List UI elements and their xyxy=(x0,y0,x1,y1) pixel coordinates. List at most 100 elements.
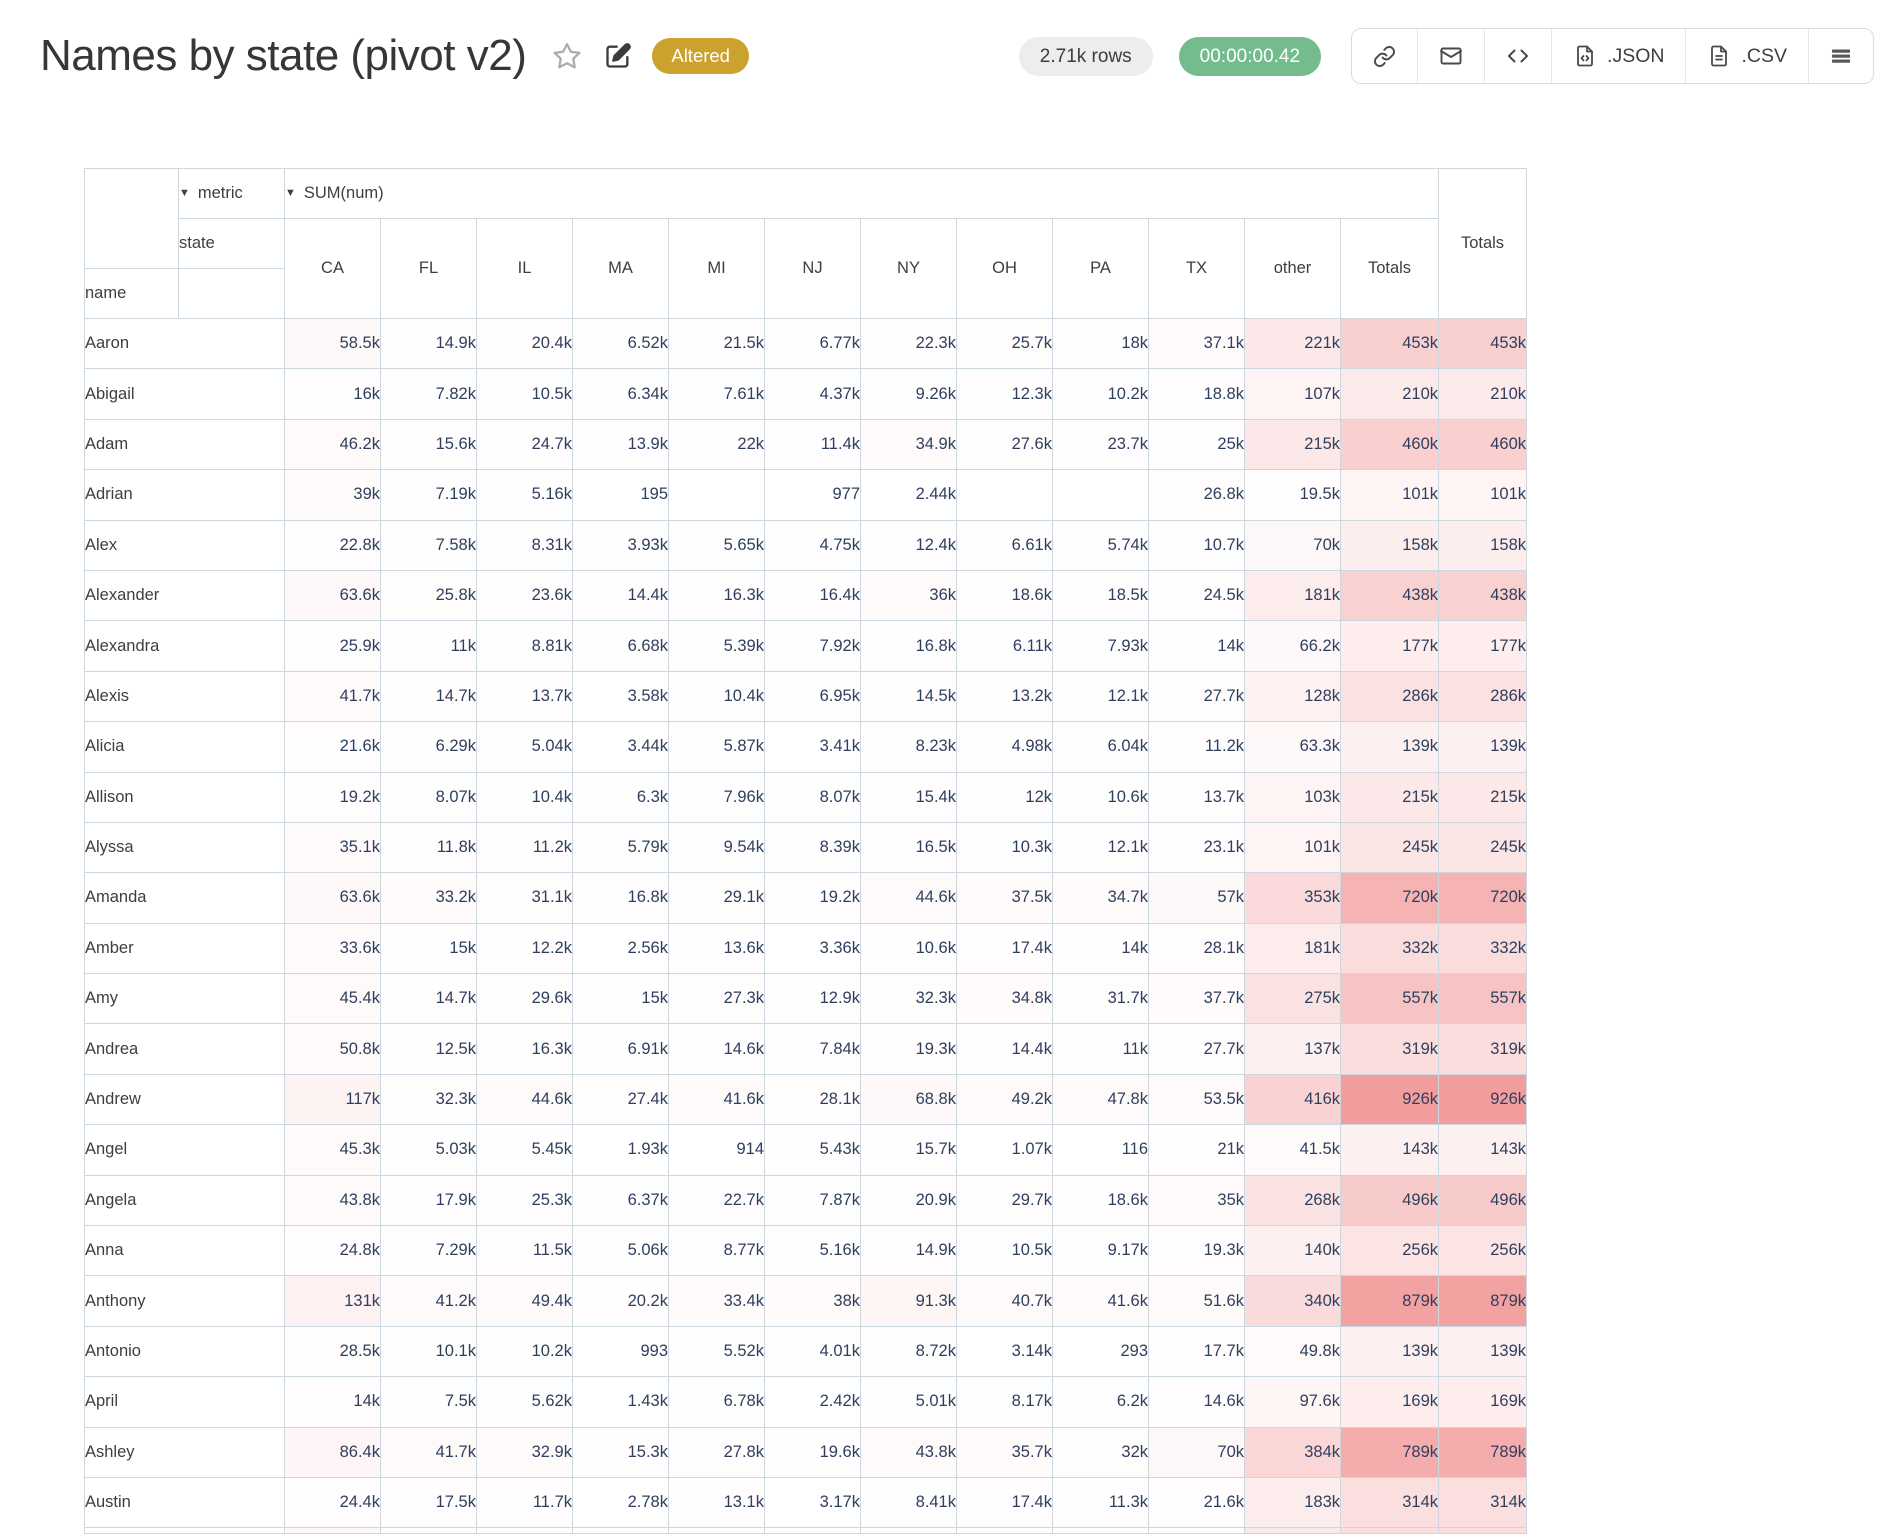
value-cell: 5.04k xyxy=(476,721,573,773)
value-cell: 44.6k xyxy=(476,1073,573,1126)
altered-badge[interactable]: Altered xyxy=(652,37,749,75)
value-cell: 38k xyxy=(764,1275,861,1327)
value-cell: 22k xyxy=(668,418,765,471)
value-cell: 19.2k xyxy=(284,771,381,823)
value-cell: 7.82k xyxy=(380,368,477,420)
value-cell: 5.16k xyxy=(476,469,573,521)
column-header-ny[interactable]: NY xyxy=(860,218,957,319)
value-cell: 4.75k xyxy=(764,519,861,571)
value-cell: 10.6k xyxy=(1052,771,1149,823)
value-cell: 21.6k xyxy=(1148,1476,1245,1529)
table-row-partial xyxy=(84,1527,1527,1534)
column-header-mi[interactable]: MI xyxy=(668,218,765,319)
value-cell: 183k xyxy=(1244,1476,1341,1529)
value-cell: 416k xyxy=(1244,1073,1341,1126)
edit-title-button[interactable] xyxy=(604,42,632,70)
table-row: Aaron 58.5k 14.9k 20.4k 6.52k 21.5k 6.77k 22.3k… xyxy=(84,317,1527,370)
value-cell: 34.9k xyxy=(860,418,957,471)
name-label-cell: name xyxy=(84,268,179,319)
table-row: Alyssa 35.1k 11.8k 11.2k 5.79k 9.54k 8.39k 16.5… xyxy=(84,821,1527,874)
value-cell: 340k xyxy=(1244,1275,1341,1327)
value-cell: 10.3k xyxy=(956,821,1053,874)
value-cell: 8.39k xyxy=(764,821,861,874)
collapse-metric-icon[interactable]: ▼ xyxy=(179,187,190,199)
embed-code-button[interactable] xyxy=(1484,29,1551,83)
value-cell: 91.3k xyxy=(860,1275,957,1327)
row-grand-total-cell: 143k xyxy=(1438,1124,1527,1176)
row-label: Anna xyxy=(84,1225,285,1277)
value-cell: 6.29k xyxy=(380,721,477,773)
export-csv-label: .CSV xyxy=(1741,44,1787,67)
value-cell: 33.2k xyxy=(380,872,477,924)
collapse-sum-icon[interactable]: ▼ xyxy=(285,187,296,199)
value-cell: 17.4k xyxy=(956,922,1053,975)
value-cell: 35k xyxy=(1148,1174,1245,1227)
value-cell: 10.2k xyxy=(1052,368,1149,420)
value-cell: 977 xyxy=(764,469,861,521)
value-cell: 5.65k xyxy=(668,519,765,571)
sum-num-header-cell[interactable]: ▼ SUM(num) xyxy=(284,168,1439,219)
value-cell: 18.5k xyxy=(1052,569,1149,622)
row-grand-total-cell: 926k xyxy=(1438,1073,1527,1126)
column-header-fl[interactable]: FL xyxy=(380,218,477,319)
value-cell: 16.4k xyxy=(764,569,861,622)
value-cell: 1.93k xyxy=(572,1124,669,1176)
email-button[interactable] xyxy=(1417,29,1484,83)
value-cell: 11.4k xyxy=(764,418,861,471)
value-cell: 25.7k xyxy=(956,317,1053,370)
value-cell: 16.5k xyxy=(860,821,957,874)
page-header: Names by state (pivot v2) Altered 2.71k … xyxy=(0,0,1892,112)
metric-label: metric xyxy=(197,184,243,202)
value-cell: 8.41k xyxy=(860,1476,957,1529)
value-cell: 19.2k xyxy=(764,872,861,924)
value-cell: 3.44k xyxy=(572,721,669,773)
value-cell: 31.7k xyxy=(1052,973,1149,1025)
value-cell xyxy=(476,1527,573,1534)
column-header-ca[interactable]: CA xyxy=(284,218,381,319)
value-cell: 2.44k xyxy=(860,469,957,521)
table-row: April 14k 7.5k 5.62k 1.43k 6.78k 2.42k 5.01k 8.1… xyxy=(84,1376,1527,1428)
value-cell: 6.91k xyxy=(572,1023,669,1075)
column-header-ma[interactable]: MA xyxy=(572,218,669,319)
value-cell: 22.3k xyxy=(860,317,957,370)
value-cell: 13.1k xyxy=(668,1476,765,1529)
value-cell: 51.6k xyxy=(1148,1275,1245,1327)
value-cell: 21.5k xyxy=(668,317,765,370)
copy-link-button[interactable] xyxy=(1352,29,1417,83)
column-header-totals[interactable]: Totals xyxy=(1340,218,1439,319)
favorite-star-button[interactable] xyxy=(552,41,582,71)
row-label: Amy xyxy=(84,973,285,1025)
column-header-il[interactable]: IL xyxy=(476,218,573,319)
value-cell: 25.9k xyxy=(284,620,381,672)
column-header-nj[interactable]: NJ xyxy=(764,218,861,319)
value-cell: 29.1k xyxy=(668,872,765,924)
value-cell: 3.58k xyxy=(572,670,669,723)
column-header-tx[interactable]: TX xyxy=(1148,218,1245,319)
column-header-other[interactable]: other xyxy=(1244,218,1341,319)
value-cell: 6.04k xyxy=(1052,721,1149,773)
metric-header-cell[interactable]: ▼ metric xyxy=(178,168,285,219)
value-cell: 5.16k xyxy=(764,1225,861,1277)
export-csv-button[interactable]: .CSV xyxy=(1685,29,1808,83)
value-cell: 3.93k xyxy=(572,519,669,571)
value-cell: 40.7k xyxy=(956,1275,1053,1327)
export-json-button[interactable]: .JSON xyxy=(1551,29,1685,83)
column-header-oh[interactable]: OH xyxy=(956,218,1053,319)
value-cell: 27.3k xyxy=(668,973,765,1025)
menu-button[interactable] xyxy=(1808,29,1873,83)
value-cell: 131k xyxy=(284,1275,381,1327)
value-cell: 128k xyxy=(1244,670,1341,723)
value-cell: 4.01k xyxy=(764,1325,861,1378)
value-cell: 22.8k xyxy=(284,519,381,571)
value-cell: 7.19k xyxy=(380,469,477,521)
value-cell: 8.72k xyxy=(860,1325,957,1378)
value-cell: 25k xyxy=(1148,418,1245,471)
column-header-pa[interactable]: PA xyxy=(1052,218,1149,319)
row-label: Amanda xyxy=(84,872,285,924)
value-cell: 103k xyxy=(1244,771,1341,823)
value-cell: 221k xyxy=(1244,317,1341,370)
row-label: Antonio xyxy=(84,1325,285,1378)
row-subtotal-cell: 158k xyxy=(1340,519,1439,571)
value-cell xyxy=(1148,1527,1245,1534)
value-cell: 26.8k xyxy=(1148,469,1245,521)
